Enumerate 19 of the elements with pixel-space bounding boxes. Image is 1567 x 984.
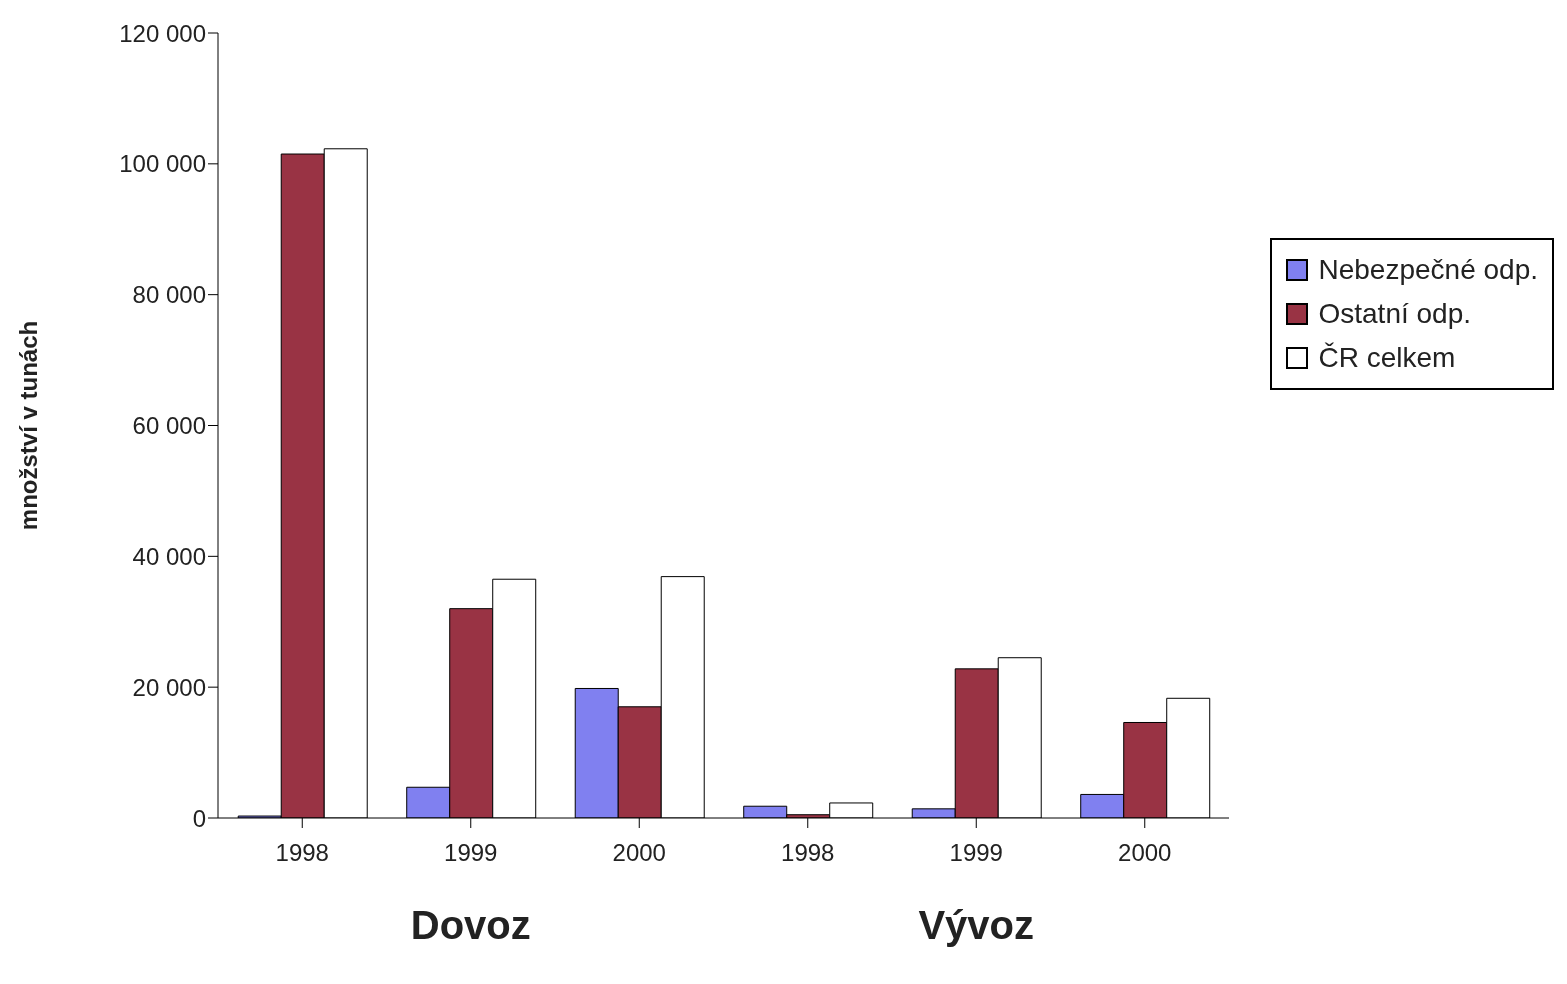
x-tick-label: 1998 <box>781 839 835 867</box>
y-tick-label: 20 000 <box>132 673 206 701</box>
group-label: Dovoz <box>409 903 532 948</box>
y-tick-label: 0 <box>192 804 206 832</box>
y-tick-label: 60 000 <box>132 412 206 440</box>
x-tick-label: 1998 <box>275 839 329 867</box>
y-tick-label: 40 000 <box>132 542 206 570</box>
x-tick-label: 1999 <box>444 839 498 867</box>
x-tick-label: 1999 <box>949 839 1003 867</box>
y-axis-title: množství v tunách <box>14 320 42 531</box>
group-label: Vývoz <box>917 903 1036 948</box>
x-tick-label: 2000 <box>1118 839 1172 867</box>
legend-label: ČR celkem <box>1318 341 1456 375</box>
y-tick-label: 80 000 <box>132 281 206 309</box>
x-tick-label: 2000 <box>612 839 666 867</box>
legend-label: Ostatní odp. <box>1318 297 1472 331</box>
legend-label: Nebezpečné odp. <box>1318 253 1538 287</box>
y-tick-label: 100 000 <box>119 150 206 178</box>
y-tick-label: 120 000 <box>119 19 206 47</box>
